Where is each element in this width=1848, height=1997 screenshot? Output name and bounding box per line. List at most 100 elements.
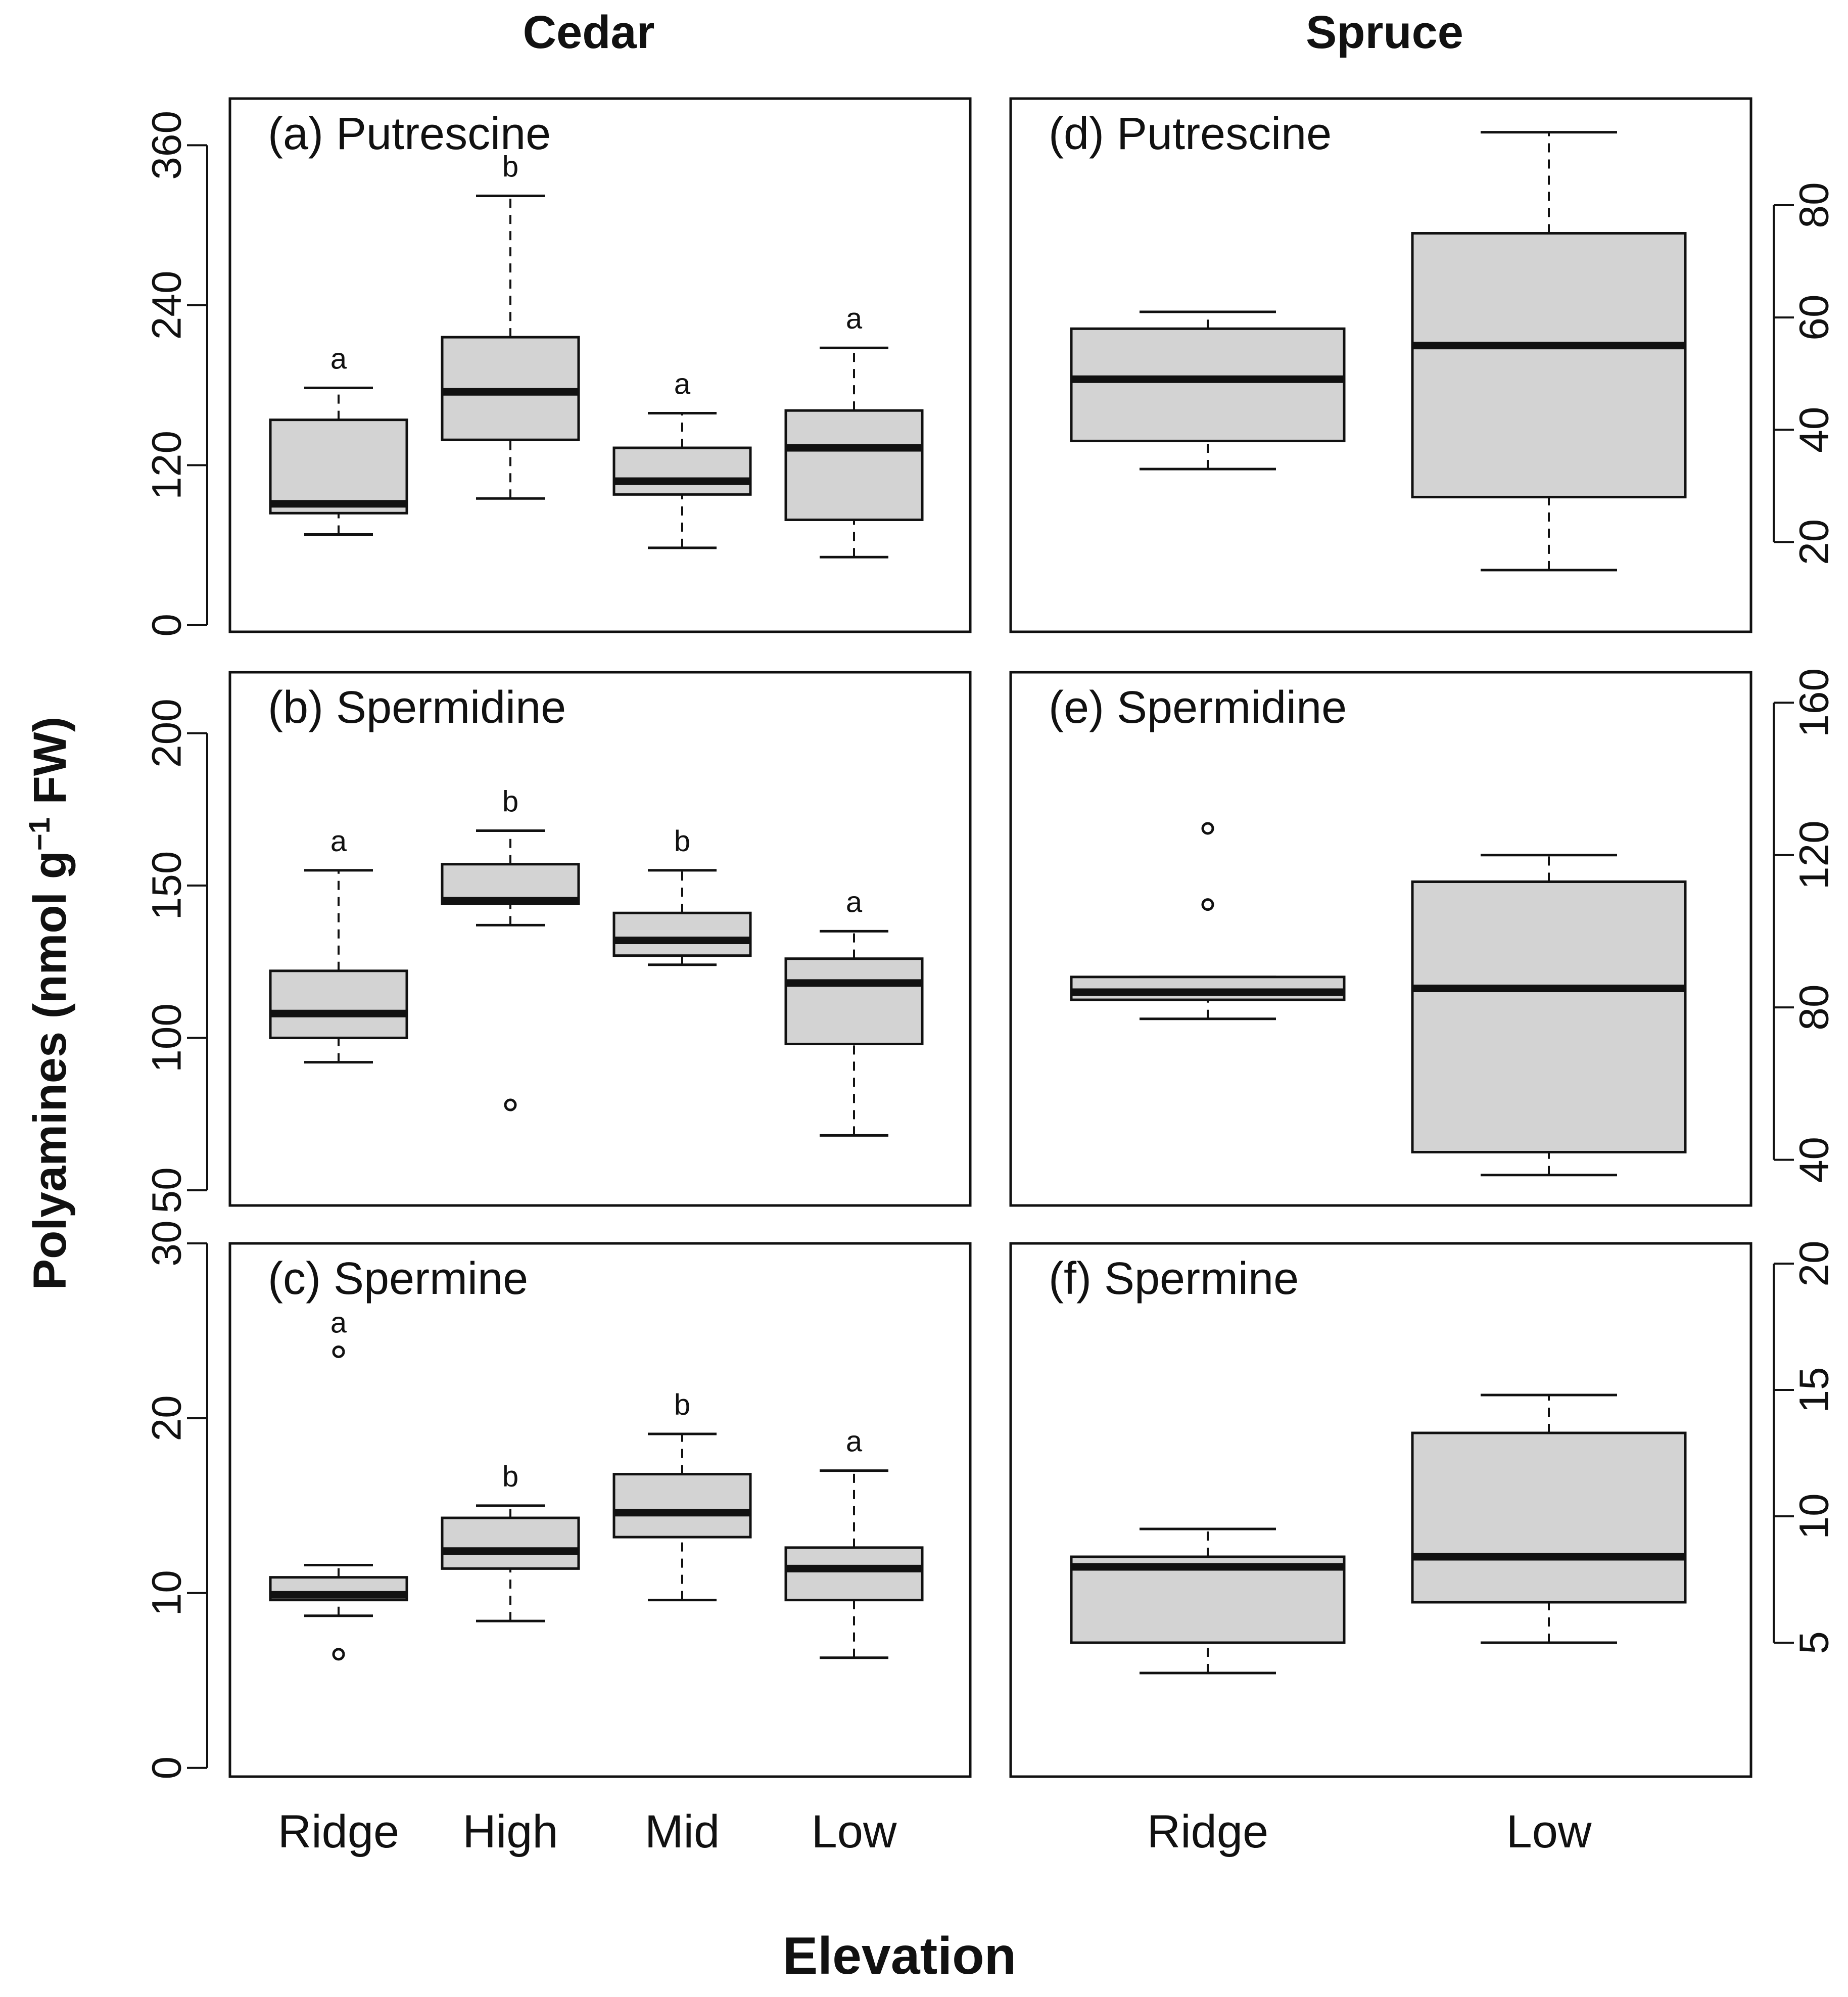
box-ridge [1070, 822, 1346, 1020]
panel-frame [1009, 671, 1752, 1207]
box-ridge: a [269, 825, 408, 1064]
x-tick-label: Ridge [1147, 1806, 1268, 1857]
y-tick-label: 60 [1791, 294, 1837, 340]
y-tick-label: 80 [1791, 182, 1837, 228]
y-tick-label: 120 [1791, 820, 1837, 890]
significance-letter: b [502, 1460, 518, 1493]
box-iqr [1411, 880, 1687, 1153]
col-title-cedar: Cedar [523, 7, 655, 58]
y-tick-label: 20 [1791, 1240, 1837, 1286]
y-tick-label: 0 [144, 614, 190, 637]
y-tick-label: 50 [144, 1167, 190, 1213]
panel-f: (f) Spermine 5 10 15 20 Ridge Low [1009, 1240, 1837, 1857]
box-iqr [1411, 1431, 1687, 1604]
outlier-point [504, 1098, 517, 1111]
significance-letter: a [674, 367, 691, 400]
panel-title: (e) Spermidine [1049, 682, 1347, 733]
significance-letter: a [846, 886, 863, 918]
box-iqr [612, 1473, 752, 1539]
box-high: b [441, 151, 580, 500]
outlier-point [332, 1648, 345, 1661]
panel-a: (a) Putrescine 0 120 240 360 a b a a [144, 97, 972, 637]
y-tick-label: 100 [144, 1003, 190, 1073]
significance-letter: b [502, 785, 518, 818]
y-tick-label: 80 [1791, 985, 1837, 1031]
box-mid: a [612, 367, 752, 549]
significance-letter: b [502, 151, 518, 183]
y-tick-label: 0 [144, 1756, 190, 1780]
box-ridge: a [269, 342, 408, 536]
box-high: b [441, 785, 580, 1111]
box-low [1411, 1394, 1687, 1644]
y-axis-label-main: Polyamines (nmol g [24, 851, 76, 1290]
box-iqr [441, 1516, 580, 1570]
box-low: a [784, 302, 924, 559]
panel-d: (d) Putrescine 20 40 60 80 [1009, 97, 1837, 633]
outlier-point [1201, 898, 1214, 911]
y-tick-label: 200 [144, 699, 190, 768]
y-tick-label: 360 [144, 111, 190, 180]
panel-frame [228, 671, 972, 1207]
y-axis-label-tail: FW) [24, 717, 76, 817]
y-tick-label: 10 [144, 1570, 190, 1616]
y-tick-label: 40 [1791, 407, 1837, 453]
box-ridge: a [269, 1306, 408, 1661]
y-axis-label: Polyamines (nmol g−1 FW) [23, 717, 76, 1290]
x-axis-label: Elevation [783, 1927, 1016, 1985]
box-iqr [784, 957, 924, 1045]
box-ridge [1070, 1527, 1346, 1675]
y-tick-label: 10 [1791, 1493, 1837, 1539]
box-ridge [1070, 310, 1346, 471]
y-tick-label: 240 [144, 270, 190, 340]
panel-title: (f) Spermine [1049, 1253, 1299, 1304]
box-iqr [1070, 327, 1346, 442]
y-tick-label: 15 [1791, 1367, 1837, 1413]
panel-title: (c) Spermine [268, 1253, 528, 1304]
box-low [1411, 854, 1687, 1177]
y-tick-label: 120 [144, 431, 190, 500]
box-iqr [1070, 976, 1346, 1001]
box-iqr [1070, 1555, 1346, 1644]
box-iqr [612, 446, 752, 496]
y-tick-label: 160 [1791, 668, 1837, 737]
y-tick-label: 20 [1791, 519, 1837, 565]
panel-frame [228, 1242, 972, 1778]
panel-title: (b) Spermidine [268, 682, 566, 733]
significance-letter: a [846, 1425, 863, 1458]
col-title-spruce: Spruce [1306, 7, 1463, 58]
significance-letter: a [330, 342, 347, 375]
y-axis-label-sup: −1 [23, 817, 56, 851]
box-iqr [1411, 232, 1687, 498]
x-tick-label: Ridge [278, 1806, 399, 1857]
y-tick-label: 40 [1791, 1137, 1837, 1183]
y-tick-label: 20 [144, 1395, 190, 1441]
box-high: b [441, 1460, 580, 1622]
panel-frame [228, 97, 972, 633]
box-mid: b [612, 825, 752, 966]
x-tick-label: High [462, 1806, 558, 1857]
panel-title: (d) Putrescine [1049, 109, 1332, 159]
significance-letter: a [846, 302, 863, 335]
panel-title: (a) Putrescine [268, 109, 551, 159]
panel-b: (b) Spermidine 50 100 150 200 a b b a [144, 671, 972, 1213]
x-tick-label: Mid [645, 1806, 720, 1857]
box-low [1411, 131, 1687, 572]
box-iqr [784, 409, 924, 521]
box-iqr [269, 969, 408, 1039]
panel-frame [1009, 97, 1752, 633]
significance-letter: a [330, 1306, 347, 1339]
y-tick-label: 30 [144, 1220, 190, 1266]
significance-letter: b [674, 825, 690, 858]
significance-letter: a [330, 825, 347, 858]
box-iqr [612, 911, 752, 957]
box-iqr [784, 1546, 924, 1602]
outlier-point [1201, 822, 1214, 835]
box-iqr [269, 419, 408, 515]
significance-letter: b [674, 1388, 690, 1421]
y-tick-label: 150 [144, 851, 190, 920]
y-tick-label: 5 [1791, 1631, 1837, 1654]
x-tick-label: Low [1506, 1806, 1592, 1857]
box-low: a [784, 886, 924, 1137]
